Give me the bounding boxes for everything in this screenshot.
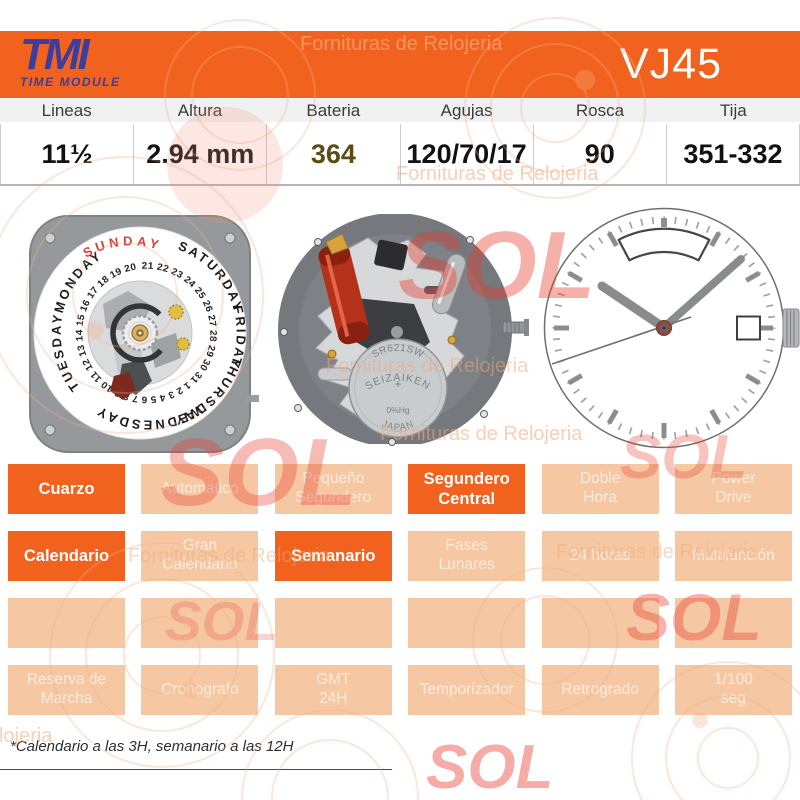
ic-chip [374,239,408,271]
screw-hole-icon [480,410,488,418]
spec-lineas-value: 11½ [0,124,135,184]
spec-col-altura-label: Altura [177,101,223,120]
spec-col-tija-label: Tija [719,101,747,120]
hour-hand [597,281,671,334]
feature-gmt-24h[interactable]: GMT 24H [274,665,392,715]
tmi-logo: TMI TIME MODULE [20,30,140,90]
spec-tija-value: 351-332 [667,124,800,184]
date-window [736,315,761,341]
stem [502,319,529,336]
gold-screw-icon [327,349,337,359]
feature-power-drive[interactable]: Power Drive [674,464,792,514]
spec-header-row: Lineas Altura Bateria Agujas Rosca Tija [0,99,800,122]
feature-calendario[interactable]: Calendario [8,531,125,581]
tmi-logo-text: TMI [20,30,90,79]
feature-multifuncion[interactable]: Multifunción [674,531,792,581]
footnote-text: *Calendario a las 3H, semanario a las 12… [10,738,294,755]
gold-screw-icon [447,335,457,345]
feature-24-horas[interactable]: 24 horas [541,531,659,581]
spec-col-bateria-label: Bateria [306,101,361,120]
spec-rosca-value: 90 [534,124,667,184]
feature-gran-calendario[interactable]: Gran Calendario [141,531,259,581]
winding-stem [246,395,259,402]
spec-col-lineas-label: Lineas [41,101,92,120]
feature-automatico[interactable]: Automático [141,464,259,514]
watermark-sol: SOL [426,733,553,800]
feature-semanario[interactable]: Semanario [274,531,392,581]
feature-temporizador[interactable]: Temporizador [408,665,526,715]
feature-doble-hora[interactable]: Doble Hora [541,464,659,514]
screw-hole-icon [224,424,236,436]
feature-retrogrado[interactable]: Retrogrado [541,665,659,715]
hour-markers [554,218,773,438]
gold-gear-icon [168,304,184,320]
feature-empty-1[interactable] [8,598,125,648]
watch-face-diagram [543,207,800,449]
feature-empty-2[interactable] [141,598,259,648]
gold-gear-icon [176,337,190,351]
feature-cuarzo[interactable]: Cuarzo [8,464,125,514]
day-window [617,227,711,262]
product-images-band: SUNDAY SATURDAY FRIDAY THURSDAY WEDNESDA… [29,192,800,462]
feature-empty-3[interactable] [274,598,392,648]
screw-hole-icon [466,236,474,244]
movement-dial-side-photo: SUNDAY SATURDAY FRIDAY THURSDAY WEDNESDA… [29,215,259,453]
spec-bateria-value: 364 [267,124,401,184]
model-title: VJ45 [619,40,722,88]
crown [782,308,800,348]
feature-1-100-seg[interactable]: 1/100 seg [674,665,792,715]
feature-segundero-central[interactable]: Segundero Central [408,464,526,514]
screw-hole-icon [224,232,236,244]
battery-hg-text: 0%Hg [386,405,409,415]
battery-plus-text: + [394,377,401,391]
tmi-logo-subtitle: TIME MODULE [20,75,121,89]
spec-values-row: 11½ 2.94 mm 364 120/70/17 90 351-332 [0,124,800,186]
spec-agujas-value: 120/70/17 [401,124,534,184]
gold-contact [325,233,349,255]
feature-cronografo[interactable]: Cronografo [141,665,259,715]
capacitor [431,253,467,315]
battery-origin-text: JAPAN [380,419,416,434]
movement-back-side-photo: SR621SW + SEIZAIKEN 0%Hg JAPAN [264,192,529,462]
minute-hand [657,255,745,334]
feature-empty-4[interactable] [408,598,526,648]
feature-empty-5[interactable] [541,598,659,648]
screw-hole-icon [44,424,56,436]
feature-reserva-de-marcha[interactable]: Reserva de Marcha [8,665,125,715]
screw-hole-icon [388,438,396,446]
header-bar: TMI TIME MODULE VJ45 [0,31,800,98]
feature-fases-lunares[interactable]: Fases Lunares [408,531,526,581]
features-grid: Cuarzo Automático Pequeño Segundero Segu… [8,464,792,715]
screw-hole-icon [294,404,302,412]
feature-pequeno-segundero[interactable]: Pequeño Segundero [274,464,392,514]
screw-hole-icon [44,232,56,244]
footnote-divider [0,769,392,770]
feature-empty-6[interactable] [674,598,792,648]
battery: SR621SW + SEIZAIKEN 0%Hg JAPAN [348,338,448,438]
screw-hole-icon [280,328,288,336]
spec-col-agujas-label: Agujas [440,101,493,120]
spec-col-rosca-label: Rosca [575,101,625,120]
center-gears [87,280,193,400]
screw-hole-icon [314,238,322,246]
spec-altura-value: 2.94 mm [134,124,268,184]
